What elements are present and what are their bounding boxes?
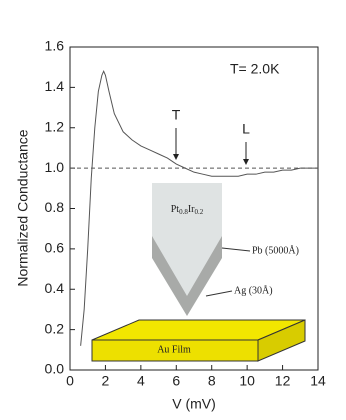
- tip-label-part: Ir: [188, 204, 195, 215]
- y-tick-label: 1.0: [45, 159, 65, 175]
- arrow-head: [243, 159, 249, 165]
- x-tick-label: 14: [310, 373, 326, 389]
- coating-label: Pb (5000Å): [252, 244, 299, 256]
- film-side: [257, 319, 306, 362]
- y-tick-label: 1.2: [45, 118, 65, 134]
- y-tick-label: 0.6: [45, 240, 65, 256]
- x-tick-label: 12: [275, 373, 291, 389]
- tip-core: [152, 236, 222, 296]
- temperature-label: T= 2.0K: [230, 61, 280, 77]
- pointer: [221, 247, 251, 252]
- y-tick-label: 1.4: [45, 78, 65, 94]
- x-tick-label: 8: [208, 373, 216, 389]
- l-marker: L: [242, 121, 250, 137]
- y-tick-label: 0.8: [45, 199, 65, 215]
- tip-label-part: 0.2: [195, 208, 204, 216]
- y-tick-label: 0.2: [45, 320, 65, 336]
- tip-label-part: 0.8: [179, 208, 188, 216]
- x-tick-label: 6: [172, 373, 180, 389]
- y-axis-label: Normalized Conductance: [15, 129, 31, 286]
- x-tick-label: 4: [137, 373, 145, 389]
- x-axis-label: V (mV): [172, 396, 216, 412]
- t-marker: T: [172, 107, 181, 123]
- tip-label: Pt0.8Ir0.2: [171, 204, 204, 215]
- y-tick-label: 0.4: [45, 280, 65, 296]
- layer-label: Ag (30Å): [234, 284, 273, 296]
- x-tick-label: 2: [102, 373, 110, 389]
- x-tick-label: 0: [66, 373, 74, 389]
- y-tick-label: 0.0: [45, 361, 65, 377]
- film-label: Au Film: [157, 344, 191, 355]
- x-tick-label: 10: [239, 373, 255, 389]
- inset-diagram: Pt0.8Ir0.2 Pb (5000Å) Ag (30Å) Au Film: [91, 183, 306, 362]
- tip-label-part: Pt: [171, 204, 180, 215]
- y-tick-label: 1.6: [45, 38, 65, 54]
- pointer: [205, 290, 233, 297]
- data-line: [80, 69, 318, 346]
- tip-body: [152, 183, 222, 241]
- arrow-head: [173, 154, 179, 160]
